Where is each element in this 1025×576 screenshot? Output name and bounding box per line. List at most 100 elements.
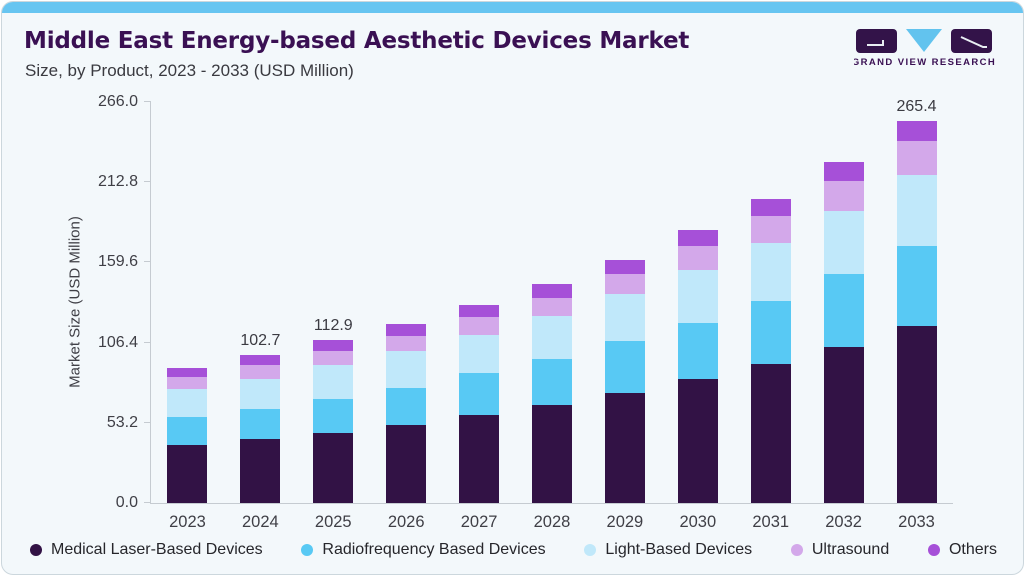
x-tick-label: 2032 xyxy=(825,513,862,531)
stacked-bar-2031 xyxy=(750,199,791,503)
legend-dot-icon xyxy=(790,544,803,556)
y-tick-label: 212.8 xyxy=(97,173,138,191)
bar-segment-ultrasound xyxy=(750,216,791,243)
legend-item: Radiofrequency Based Devices xyxy=(301,541,546,559)
bar-slot-2028: 2028 xyxy=(516,102,589,531)
bar-segment-light_based xyxy=(459,334,500,374)
bar-segment-medical_laser xyxy=(531,405,572,503)
bar-segment-light_based xyxy=(896,174,937,246)
bar-slot-2031: 2031 xyxy=(734,102,807,531)
bar-segment-radiofrequency xyxy=(313,398,354,433)
plot-area: 0.0 53.2 106.4 159.6 212.8 266.0 2023 102.7 2024… xyxy=(98,93,953,531)
legend-label: Ultrasound xyxy=(811,541,890,558)
bar-segment-others xyxy=(313,340,354,351)
bar-segment-radiofrequency xyxy=(677,322,718,380)
x-tick-label: 2024 xyxy=(242,513,279,531)
bar-segment-others xyxy=(604,259,645,274)
gvr-logo: GRAND VIEW RESEARCH xyxy=(854,29,995,68)
bar-segment-radiofrequency xyxy=(167,416,208,445)
bar-slot-2033: 265.4 2033 xyxy=(880,98,953,531)
legend-dot-icon xyxy=(301,544,314,556)
bar-slot-2030: 2030 xyxy=(661,102,734,531)
legend-item: Medical Laser-Based Devices xyxy=(30,541,263,559)
x-tick-label: 2033 xyxy=(898,513,935,531)
bar-slot-2032: 2032 xyxy=(807,102,880,531)
legend-item: Light-Based Devices xyxy=(584,541,752,559)
bar-segment-light_based xyxy=(313,364,354,399)
bar-segment-medical_laser xyxy=(823,346,864,503)
y-tick-mark xyxy=(144,421,151,423)
y-tick-mark xyxy=(144,341,151,343)
bar-segment-light_based xyxy=(240,378,281,409)
bar-segment-radiofrequency xyxy=(459,373,500,416)
bar-segment-radiofrequency xyxy=(750,300,791,365)
bar-slot-2026: 2026 xyxy=(370,102,443,531)
bar-segment-others xyxy=(750,199,791,217)
y-tick-label: 53.2 xyxy=(106,413,138,431)
y-tick-mark xyxy=(144,181,151,183)
logo-r-glyph-icon xyxy=(960,36,987,48)
logo-g-block-icon xyxy=(856,29,897,53)
y-tick-label: 159.6 xyxy=(97,253,138,271)
x-tick-label: 2026 xyxy=(387,513,425,531)
logo-g-glyph-icon xyxy=(867,40,884,46)
bar-segment-ultrasound xyxy=(604,273,645,294)
bar-segment-ultrasound xyxy=(823,181,864,211)
bar-segment-ultrasound xyxy=(459,317,500,335)
bar-segment-medical_laser xyxy=(750,364,791,503)
bar-slot-2024: 102.7 2024 xyxy=(224,102,297,531)
bar-segment-radiofrequency xyxy=(896,245,937,326)
bar-segment-others xyxy=(896,120,937,142)
y-tick-mark xyxy=(144,101,151,102)
bar-segment-others xyxy=(677,229,718,246)
bar-segment-radiofrequency xyxy=(240,408,281,440)
bar-segment-others xyxy=(240,355,281,366)
stacked-bar-2029 xyxy=(604,259,645,504)
stacked-bar-2032 xyxy=(823,162,864,503)
stacked-bar-2025: 112.9 xyxy=(313,317,354,503)
y-tick-label: 0.0 xyxy=(115,494,138,511)
bar-segment-light_based xyxy=(604,293,645,341)
legend-label: Others xyxy=(948,541,997,558)
legend-dot-icon xyxy=(30,544,42,556)
x-tick-label: 2027 xyxy=(460,513,498,531)
chart-legend: Medical Laser-Based Devices Radiofrequenc… xyxy=(30,539,997,561)
legend-label: Light-Based Devices xyxy=(605,541,753,558)
stacked-bar-2026 xyxy=(386,323,427,503)
stacked-bar-2033: 265.4 xyxy=(896,98,937,503)
bar-slot-2025: 112.9 2025 xyxy=(297,102,370,531)
bar-segment-radiofrequency xyxy=(386,387,427,426)
y-tick-mark xyxy=(144,261,151,263)
y-axis-title: Market Size (USD Million) xyxy=(66,216,84,388)
bar-total-label: 102.7 xyxy=(240,332,281,350)
bar-segment-medical_laser xyxy=(604,393,645,503)
bar-segment-others xyxy=(459,304,500,318)
bar-segment-others xyxy=(386,323,427,336)
bar-segment-others xyxy=(531,284,572,298)
bar-segment-medical_laser xyxy=(677,379,718,503)
legend-item: Ultrasound xyxy=(790,541,890,559)
bar-segment-radiofrequency xyxy=(604,340,645,394)
bar-total-label: 112.9 xyxy=(313,317,353,335)
bar-segment-others xyxy=(167,367,208,378)
stacked-bar-2028 xyxy=(531,284,572,503)
stacked-bar-2027 xyxy=(459,304,500,503)
legend-dot-icon xyxy=(927,544,940,556)
y-tick-mark xyxy=(144,502,151,503)
bar-segment-medical_laser xyxy=(459,415,500,503)
bar-segment-ultrasound xyxy=(896,141,937,175)
bar-segment-medical_laser xyxy=(167,444,208,503)
x-tick-label: 2031 xyxy=(752,513,790,531)
bar-segment-medical_laser xyxy=(896,325,937,503)
page-title: Middle East Energy-based Aesthetic Devic… xyxy=(24,28,690,54)
bar-segment-ultrasound xyxy=(313,350,354,365)
bar-segment-light_based xyxy=(677,270,718,323)
bar-segment-ultrasound xyxy=(531,297,572,316)
stacked-bar-2030 xyxy=(677,229,718,503)
bar-segment-radiofrequency xyxy=(531,359,572,406)
accent-strip xyxy=(2,2,1023,13)
x-tick-label: 2029 xyxy=(606,513,644,531)
legend-item: Others xyxy=(927,541,997,559)
x-tick-label: 2030 xyxy=(679,513,717,531)
